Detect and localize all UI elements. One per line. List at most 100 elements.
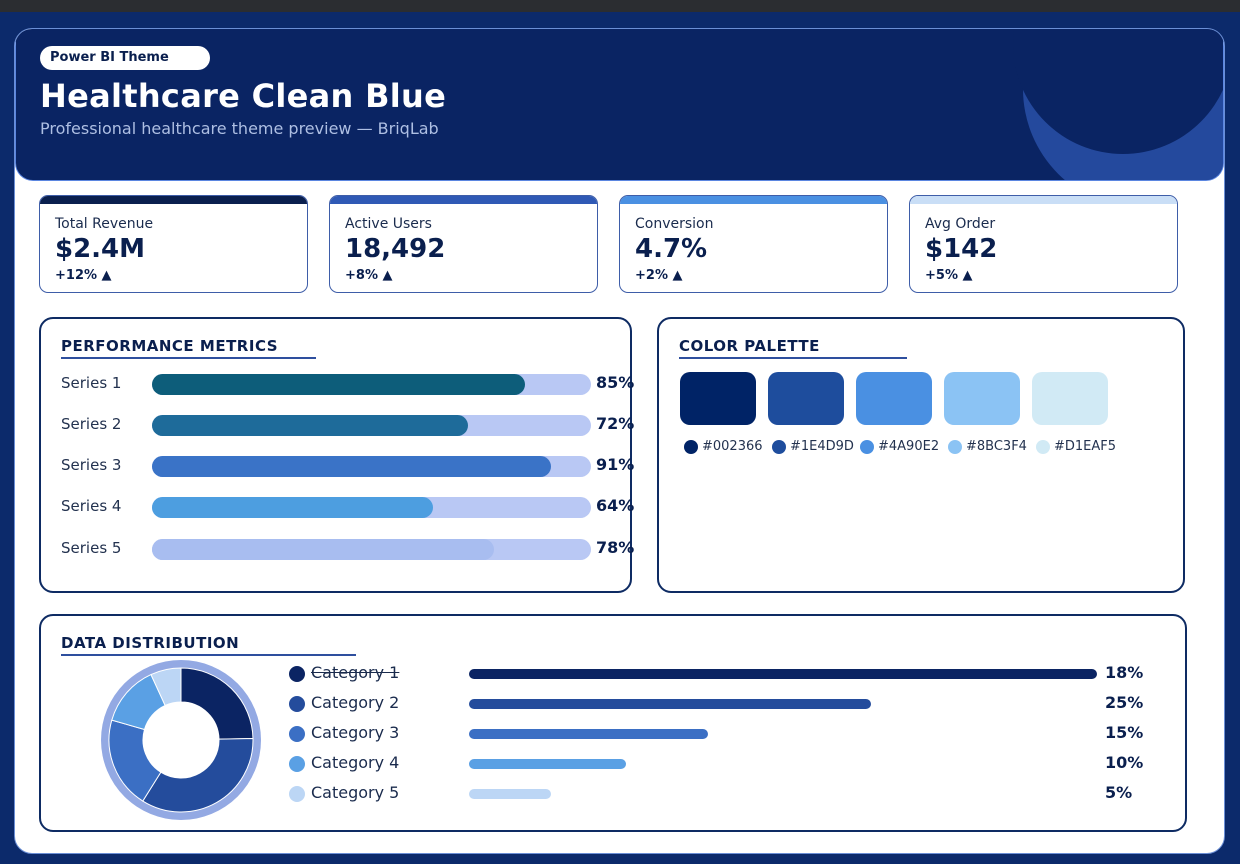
donut-svg (101, 660, 261, 820)
data-distribution-panel: DATA DISTRIBUTION Category 1 18% Categor… (39, 614, 1187, 832)
kpi-accent-bar (910, 196, 1177, 204)
color-swatch[interactable] (1032, 372, 1108, 425)
metric-fill (152, 497, 433, 518)
kpi-label: Conversion (635, 216, 714, 232)
metric-row[interactable]: Series 3 91% (61, 454, 636, 478)
swatch-dot-icon (860, 440, 874, 454)
category-percent: 25% (1105, 693, 1144, 712)
metric-fill (152, 539, 495, 560)
metric-row[interactable]: Series 1 85% (61, 372, 636, 396)
metric-row[interactable]: Series 4 64% (61, 495, 636, 519)
title-underline (61, 654, 356, 656)
kpi-accent-bar (40, 196, 307, 204)
kpi-delta: +2% ▲ (635, 268, 683, 283)
metric-track (152, 374, 591, 395)
metric-fill (152, 374, 526, 395)
kpi-card-conversion[interactable]: Conversion 4.7% +2% ▲ (619, 195, 888, 293)
metric-track (152, 497, 591, 518)
category-label: Category 1 (311, 663, 400, 682)
kpi-delta: +12% ▲ (55, 268, 112, 283)
kpi-accent-bar (620, 196, 887, 204)
category-bar (469, 729, 708, 739)
category-bar (469, 789, 551, 799)
kpi-label: Total Revenue (55, 216, 154, 232)
metric-track (152, 415, 591, 436)
panel-title: DATA DISTRIBUTION (61, 634, 240, 652)
kpi-card-active-users[interactable]: Active Users 18,492 +8% ▲ (329, 195, 598, 293)
color-swatch[interactable] (944, 372, 1020, 425)
category-percent: 10% (1105, 753, 1144, 772)
donut-hole (143, 702, 219, 778)
metric-label: Series 2 (61, 415, 122, 433)
distribution-row[interactable]: Category 1 18% (289, 662, 1149, 686)
swatch-hex-code: #1E4D9D (790, 439, 854, 454)
category-dot-icon (289, 666, 305, 682)
theme-badge: Power BI Theme (40, 46, 210, 70)
title-underline (61, 357, 316, 359)
title-underline (679, 357, 907, 359)
panel-title: COLOR PALETTE (679, 337, 820, 355)
swatch-hex-code: #4A90E2 (878, 439, 940, 454)
category-bar (469, 669, 1097, 679)
swatch-hex-code: #D1EAF5 (1054, 439, 1117, 454)
metric-track (152, 539, 591, 560)
category-percent: 5% (1105, 783, 1133, 802)
kpi-accent-bar (330, 196, 597, 204)
metric-row[interactable]: Series 5 78% (61, 537, 636, 561)
metric-fill (152, 456, 552, 477)
kpi-card-avg-order[interactable]: Avg Order $142 +5% ▲ (909, 195, 1178, 293)
kpi-delta: +5% ▲ (925, 268, 973, 283)
distribution-row[interactable]: Category 2 25% (289, 692, 1149, 716)
page-title: Healthcare Clean Blue (40, 77, 447, 115)
metric-label: Series 4 (61, 497, 122, 515)
category-label: Category 2 (311, 693, 400, 712)
category-label: Category 4 (311, 753, 400, 772)
metric-label: Series 5 (61, 539, 122, 557)
kpi-delta: +8% ▲ (345, 268, 393, 283)
category-percent: 15% (1105, 723, 1144, 742)
theme-header: Power BI Theme Healthcare Clean Blue Pro… (15, 29, 1224, 181)
metric-percent: 85% (596, 373, 635, 392)
color-swatch[interactable] (680, 372, 756, 425)
metric-percent: 78% (596, 538, 635, 557)
category-label: Category 5 (311, 783, 400, 802)
browser-top-strip (0, 0, 1240, 12)
kpi-value: 18,492 (345, 234, 446, 264)
kpi-value: $2.4M (55, 234, 146, 264)
metric-row[interactable]: Series 2 72% (61, 413, 636, 437)
color-swatch[interactable] (768, 372, 844, 425)
color-swatch[interactable] (856, 372, 932, 425)
donut-chart[interactable] (99, 658, 263, 822)
color-palette-panel: COLOR PALETTE #002366 #1E4D9D #4A90E2 #8… (657, 317, 1185, 593)
swatch-dot-icon (684, 440, 698, 454)
metric-percent: 72% (596, 414, 635, 433)
swatch-dot-icon (772, 440, 786, 454)
swatch-dot-icon (948, 440, 962, 454)
kpi-card-total-revenue[interactable]: Total Revenue $2.4M +12% ▲ (39, 195, 308, 293)
kpi-label: Active Users (345, 216, 432, 232)
panel-title: PERFORMANCE METRICS (61, 337, 279, 355)
category-bar (469, 759, 626, 769)
performance-metrics-panel: PERFORMANCE METRICS Series 1 85% Series … (39, 317, 634, 593)
category-dot-icon (289, 726, 305, 742)
metric-percent: 64% (596, 496, 635, 515)
category-dot-icon (289, 756, 305, 772)
page-subtitle: Professional healthcare theme preview — … (40, 119, 439, 138)
metric-label: Series 1 (61, 374, 122, 392)
category-label: Category 3 (311, 723, 400, 742)
swatch-hex-code: #8BC3F4 (966, 439, 1027, 454)
swatch-dot-icon (1036, 440, 1050, 454)
category-dot-icon (289, 696, 305, 712)
kpi-value: 4.7% (635, 234, 708, 264)
distribution-row[interactable]: Category 3 15% (289, 722, 1149, 746)
distribution-row[interactable]: Category 5 5% (289, 782, 1149, 806)
dashboard-frame: Power BI Theme Healthcare Clean Blue Pro… (14, 28, 1225, 854)
metric-percent: 91% (596, 455, 635, 474)
distribution-row[interactable]: Category 4 10% (289, 752, 1149, 776)
metric-fill (152, 415, 469, 436)
metric-label: Series 3 (61, 456, 122, 474)
kpi-label: Avg Order (925, 216, 996, 232)
category-dot-icon (289, 786, 305, 802)
metric-track (152, 456, 591, 477)
swatch-hex-code: #002366 (702, 439, 763, 454)
